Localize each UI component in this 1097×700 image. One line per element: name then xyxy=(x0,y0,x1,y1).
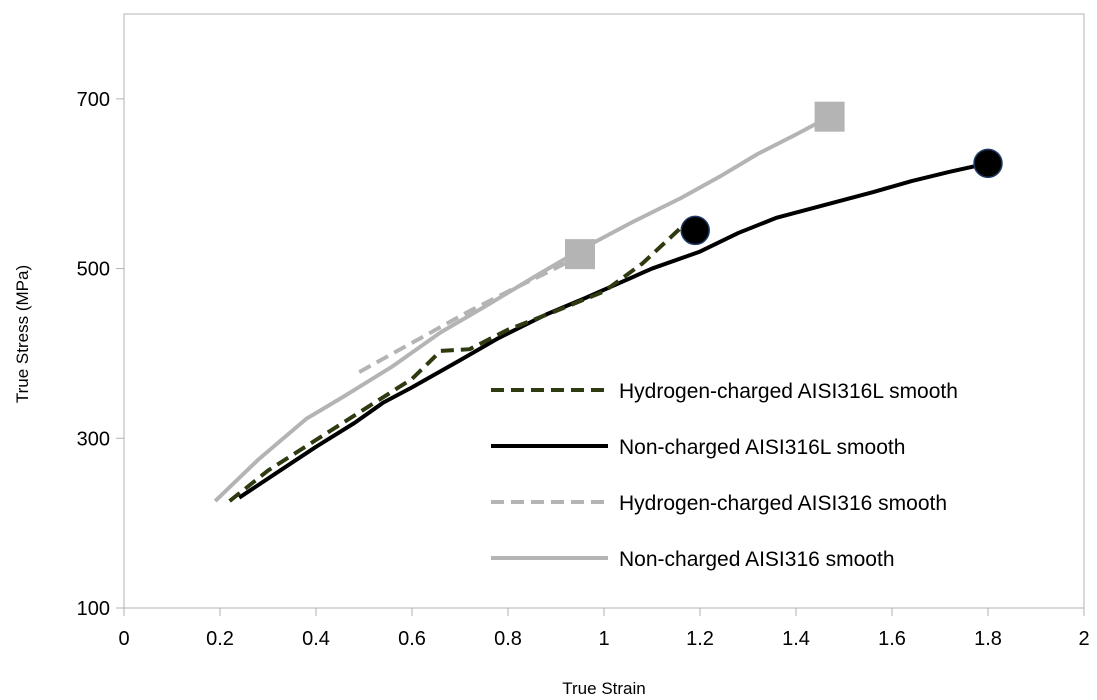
y-tick-label: 300 xyxy=(77,428,110,450)
x-tick-label: 0.8 xyxy=(494,628,522,650)
series-line-non-charged-aisi316l-smooth xyxy=(238,161,989,500)
legend-label-non-charged-aisi316-smooth: Non-charged AISI316 smooth xyxy=(619,548,895,571)
legend-label-non-charged-aisi316l-smooth: Non-charged AISI316L smooth xyxy=(619,436,905,459)
x-tick-label: 0.6 xyxy=(398,628,426,650)
x-tick-label: 0 xyxy=(118,628,129,650)
legend: Hydrogen-charged AISI316L smooth Non-char… xyxy=(491,380,958,571)
axis-ticks xyxy=(116,98,1085,616)
y-axis-title: True Stress (MPa) xyxy=(13,265,32,403)
x-axis-title: True Strain xyxy=(562,679,645,698)
end-point-non-charged-aisi316-smooth xyxy=(814,101,845,132)
legend-label-hydrogen-charged-aisi316l-smooth: Hydrogen-charged AISI316L smooth xyxy=(619,380,958,403)
plot-area xyxy=(123,13,1085,609)
end-point-hydrogen-charged-aisi316l-smooth xyxy=(680,215,710,246)
end-markers xyxy=(565,101,1003,270)
x-tick-label: 2 xyxy=(1078,628,1089,650)
x-tick-labels: 0 0.2 0.4 0.6 0.8 1 1.2 1.4 1.6 1.8 2 xyxy=(118,628,1089,650)
series-line-hydrogen-charged-aisi316l-smooth xyxy=(228,226,683,503)
x-tick-label: 1.6 xyxy=(878,628,906,650)
y-tick-label: 700 xyxy=(77,89,110,111)
x-tick-label: 0.2 xyxy=(206,628,234,650)
legend-label-hydrogen-charged-aisi316-smooth: Hydrogen-charged AISI316 smooth xyxy=(619,492,947,515)
x-tick-label: 1 xyxy=(598,628,609,650)
y-tick-label: 500 xyxy=(77,259,110,281)
x-tick-label: 1.4 xyxy=(782,628,810,650)
x-tick-label: 1.8 xyxy=(974,628,1002,650)
y-tick-label: 100 xyxy=(77,598,110,620)
x-tick-label: 0.4 xyxy=(302,628,330,650)
x-tick-label: 1.2 xyxy=(686,628,714,650)
series-line-hydrogen-charged-aisi316-smooth xyxy=(358,254,581,374)
end-point-non-charged-aisi316l-smooth xyxy=(973,148,1003,179)
end-point-hydrogen-charged-aisi316-smooth xyxy=(565,239,595,270)
series-lines xyxy=(213,114,989,503)
y-tick-labels: 100 300 500 700 xyxy=(77,89,110,620)
